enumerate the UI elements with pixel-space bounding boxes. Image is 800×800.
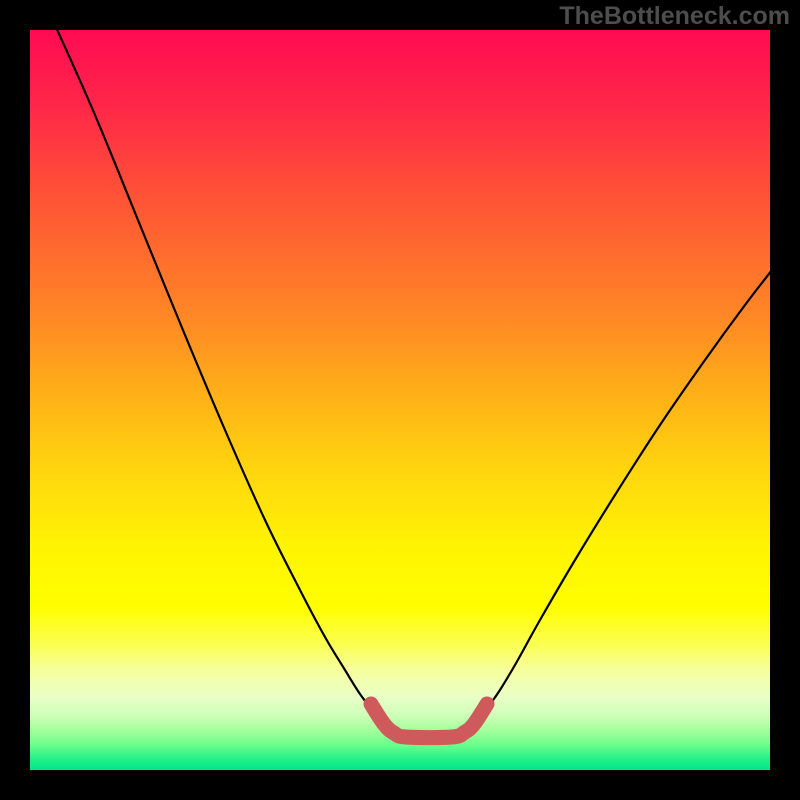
bottleneck-plot (0, 0, 800, 800)
watermark-text: TheBottleneck.com (559, 2, 790, 31)
gradient-background (30, 30, 770, 770)
chart-frame: TheBottleneck.com (0, 0, 800, 800)
